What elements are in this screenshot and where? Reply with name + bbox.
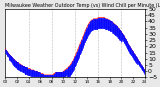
Text: Milwaukee Weather Outdoor Temp (vs) Wind Chill per Minute (Last 24 Hours): Milwaukee Weather Outdoor Temp (vs) Wind… <box>5 3 160 8</box>
